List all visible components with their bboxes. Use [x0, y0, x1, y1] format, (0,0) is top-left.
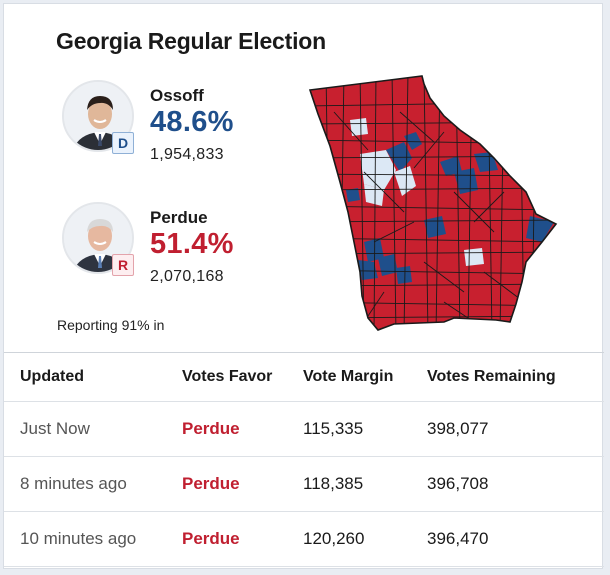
table-row: 10 minutes ago Perdue 120,260 396,470 [4, 511, 604, 567]
updates-table: Updated Votes Favor Vote Margin Votes Re… [4, 352, 604, 567]
row-updated: Just Now [20, 419, 90, 438]
row-updated: 8 minutes ago [20, 474, 127, 493]
candidate-name: Ossoff [150, 86, 204, 105]
row-favor: Perdue [182, 419, 240, 438]
portrait-perdue-icon [64, 204, 132, 272]
table-row: Just Now Perdue 115,335 398,077 [4, 401, 604, 456]
candidate-name: Perdue [150, 208, 208, 227]
row-favor: Perdue [182, 529, 240, 548]
header-votes-remaining: Votes Remaining [427, 368, 556, 385]
row-remaining: 396,708 [427, 474, 489, 493]
reporting-status: Reporting 91% in [57, 317, 165, 333]
header-vote-margin: Vote Margin [303, 368, 394, 385]
georgia-county-map[interactable] [304, 72, 560, 334]
party-badge-republican: R [112, 254, 134, 276]
portrait-ossoff-icon [64, 82, 132, 150]
table-row: 8 minutes ago Perdue 118,385 396,708 [4, 456, 604, 511]
header-updated: Updated [20, 368, 84, 385]
avatar [62, 80, 134, 152]
candidate-percent: 51.4% [150, 228, 234, 260]
header-votes-favor: Votes Favor [182, 368, 273, 385]
candidate-perdue[interactable]: R Perdue 51.4% 2,070,168 [62, 202, 312, 292]
row-updated: 10 minutes ago [20, 529, 137, 548]
row-margin: 118,385 [303, 474, 364, 493]
row-favor: Perdue [182, 474, 240, 493]
row-remaining: 398,077 [427, 419, 489, 438]
candidate-ossoff[interactable]: D Ossoff 48.6% 1,954,833 [62, 80, 312, 170]
candidate-votes: 1,954,833 [150, 146, 224, 163]
candidate-votes: 2,070,168 [150, 268, 224, 285]
party-badge-democrat: D [112, 132, 134, 154]
results-card: Georgia Regular Election D Ossoff 48.6% … [3, 3, 604, 569]
row-remaining: 396,470 [427, 529, 489, 548]
candidate-percent: 48.6% [150, 106, 234, 138]
table-header: Updated Votes Favor Vote Margin Votes Re… [4, 352, 604, 401]
page-title: Georgia Regular Election [56, 28, 326, 54]
row-margin: 115,335 [303, 419, 364, 438]
row-margin: 120,260 [303, 529, 365, 548]
